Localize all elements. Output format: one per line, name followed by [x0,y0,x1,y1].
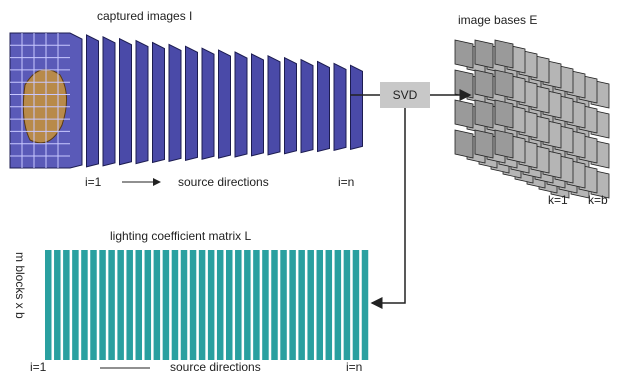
image-panel [301,60,313,153]
matrix-column [289,250,296,360]
captured-title: captured images I [97,9,192,23]
image-panel [252,54,264,156]
matrix-column [253,250,260,360]
matrix-column [208,250,215,360]
bases-start: k=1 [548,193,568,207]
matrix-column [217,250,224,360]
image-panel [153,43,165,163]
matrix-column [226,250,233,360]
matrix-column [181,250,188,360]
image-panel [285,58,297,154]
image-panel [235,52,247,157]
image-panel [318,62,330,152]
axis-label: source directions [178,175,269,189]
basis-block [475,40,493,68]
matrix-column [280,250,287,360]
matrix-column [126,250,133,360]
start-label: i=1 [85,175,102,189]
matrix-column [298,250,305,360]
svd-label: SVD [393,88,418,102]
bases-title: image bases E [458,13,537,27]
matrix-column [99,250,106,360]
matrix-column [163,250,170,360]
basis-block [495,100,513,128]
matrix-column [362,250,369,360]
matrix-column [172,250,179,360]
matrix-column [63,250,70,360]
matrix-title: lighting coefficient matrix L [110,229,252,243]
matrix-column [154,250,161,360]
image-panel [136,41,148,164]
matrix-axis: source directions [170,360,261,373]
basis-block [495,40,513,68]
matrix-end: i=n [346,360,362,373]
matrix-side: m blocks x b [13,252,27,319]
matrix-column [317,250,324,360]
basis-block [475,130,493,158]
matrix-column [344,250,351,360]
end-label: i=n [338,175,354,189]
matrix-column [90,250,97,360]
matrix-column [136,250,143,360]
image-panel [334,63,346,150]
image-panel [219,50,231,158]
matrix-column [271,250,278,360]
basis-block [495,130,513,158]
matrix-start: i=1 [30,360,47,373]
matrix-column [72,250,79,360]
image-panel [87,35,99,167]
matrix-column [108,250,115,360]
image-bases-stack [455,40,609,198]
matrix-column [199,250,206,360]
image-panel [268,56,280,155]
basis-block [495,70,513,98]
image-panel [169,44,181,161]
matrix-column [262,250,269,360]
image-panel [186,46,198,160]
matrix-column [244,250,251,360]
basis-block [455,40,473,68]
basis-block [475,70,493,98]
basis-block [475,100,493,128]
matrix-column [235,250,242,360]
matrix-column [335,250,342,360]
image-panel [202,48,214,159]
basis-block [455,130,473,158]
matrix-column [145,250,152,360]
diagram: captured images I i=1 source directions … [0,0,618,373]
bases-end: k=b [588,193,608,207]
matrix-column [54,250,61,360]
basis-block [455,70,473,98]
image-panel [351,65,363,149]
image-panel [120,39,132,165]
image-panel [103,37,115,166]
matrix-column [353,250,360,360]
matrix-column [117,250,124,360]
matrix-column [81,250,88,360]
matrix-column [307,250,314,360]
captured-images-stack [10,33,363,168]
arrow-to-matrix [372,108,405,303]
basis-block [455,100,473,128]
coefficient-matrix [45,250,370,360]
matrix-column [45,250,52,360]
matrix-column [326,250,333,360]
matrix-column [190,250,197,360]
